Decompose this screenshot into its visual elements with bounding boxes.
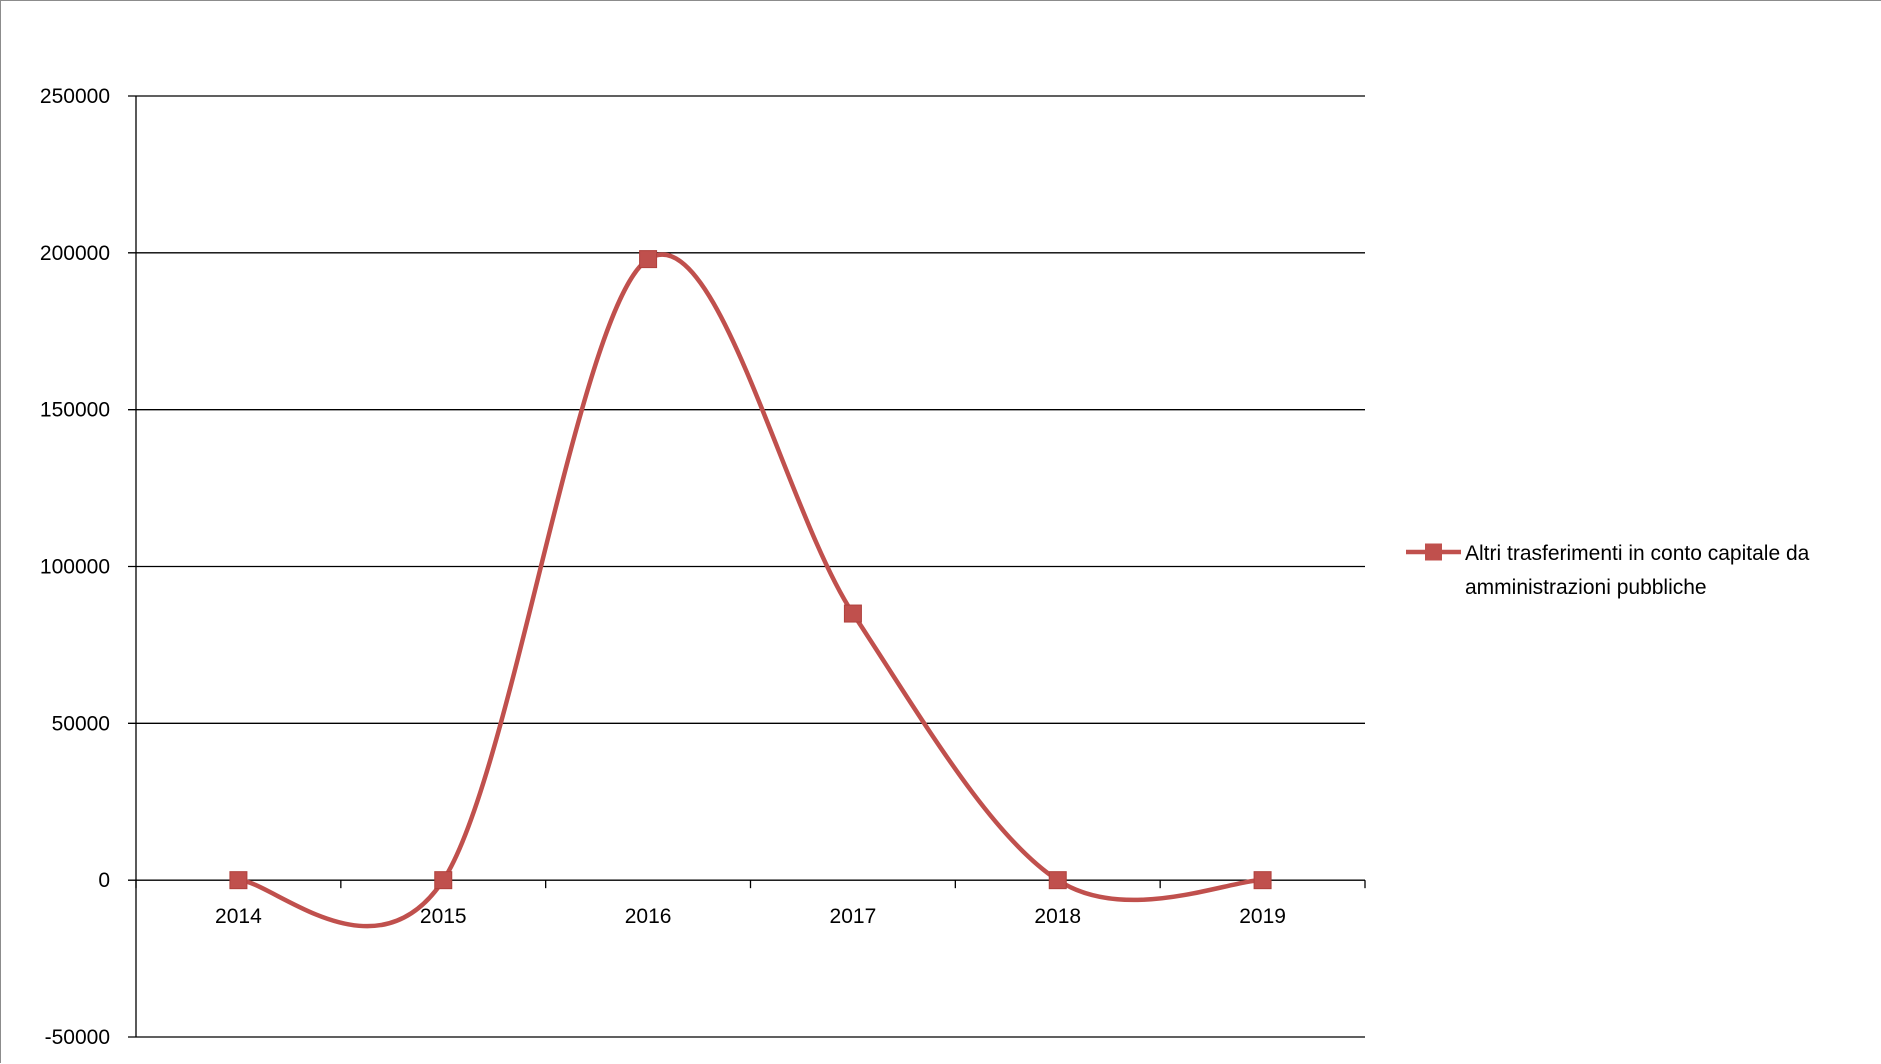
gridlines [128, 95, 1365, 1038]
legend-marker-swatch [1425, 543, 1442, 561]
axes [135, 96, 1366, 1037]
y-tick-label: 250000 [40, 85, 110, 108]
y-tick-label: -50000 [45, 1026, 110, 1049]
data-point-marker [1048, 871, 1067, 890]
y-tick-label: 0 [98, 869, 110, 892]
legend-label: amministrazioni pubbliche [1465, 576, 1707, 599]
legend: Altri trasferimenti in conto capitale da… [1406, 542, 1810, 599]
data-point-marker [639, 250, 658, 269]
y-tick-label: 50000 [52, 712, 110, 735]
x-axis-tick-labels: 2014 2015 2016 2017 2018 2019 [215, 905, 1286, 928]
data-point-marker [229, 871, 248, 890]
y-axis-tick-labels: 250000 200000 150000 100000 50000 0 -50000 [40, 85, 110, 1049]
x-tick-label: 2018 [1034, 905, 1081, 928]
data-point-marker [1253, 871, 1272, 890]
x-tick-label: 2016 [625, 905, 672, 928]
x-tick-label: 2019 [1239, 905, 1286, 928]
data-point-marker [843, 604, 862, 623]
x-tick-label: 2015 [420, 905, 467, 928]
x-tick-label: 2017 [830, 905, 877, 928]
y-tick-label: 100000 [40, 556, 110, 579]
data-point-marker [434, 871, 453, 890]
series-line [236, 252, 1265, 929]
y-tick-label: 200000 [40, 242, 110, 265]
y-tick-label: 150000 [40, 399, 110, 422]
legend-label: Altri trasferimenti in conto capitale da [1465, 542, 1810, 565]
series-layer [229, 250, 1272, 929]
x-tick-label: 2014 [215, 905, 262, 928]
